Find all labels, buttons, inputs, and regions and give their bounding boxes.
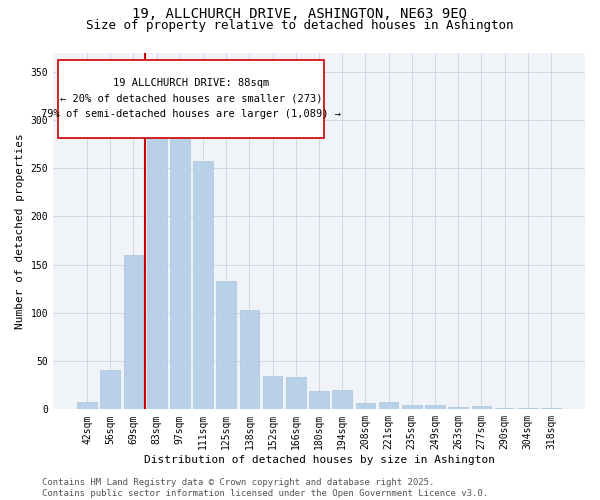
Bar	[541, 408, 561, 410]
Bar	[495, 408, 514, 410]
Text: 19 ALLCHURCH DRIVE: 88sqm
← 20% of detached houses are smaller (273)
79% of semi: 19 ALLCHURCH DRIVE: 88sqm ← 20% of detac…	[41, 78, 341, 120]
Bar	[147, 134, 167, 409]
Bar	[332, 390, 352, 409]
Bar	[356, 402, 375, 409]
Bar	[448, 408, 468, 410]
Text: Contains HM Land Registry data © Crown copyright and database right 2025.
Contai: Contains HM Land Registry data © Crown c…	[42, 478, 488, 498]
Text: 19, ALLCHURCH DRIVE, ASHINGTON, NE63 9EQ: 19, ALLCHURCH DRIVE, ASHINGTON, NE63 9EQ	[133, 8, 467, 22]
Bar	[77, 402, 97, 409]
Bar	[286, 376, 305, 410]
Bar	[518, 408, 538, 410]
Bar	[170, 130, 190, 409]
Bar	[425, 406, 445, 409]
Text: Size of property relative to detached houses in Ashington: Size of property relative to detached ho…	[86, 18, 514, 32]
Bar	[379, 402, 398, 409]
Y-axis label: Number of detached properties: Number of detached properties	[15, 133, 25, 329]
Bar	[100, 370, 120, 410]
Bar	[124, 255, 143, 410]
Bar	[239, 310, 259, 410]
Bar	[263, 376, 283, 410]
FancyBboxPatch shape	[58, 60, 325, 138]
Bar	[193, 160, 213, 410]
Bar	[217, 281, 236, 409]
Bar	[472, 406, 491, 410]
Bar	[309, 391, 329, 409]
X-axis label: Distribution of detached houses by size in Ashington: Distribution of detached houses by size …	[143, 455, 494, 465]
Bar	[402, 404, 422, 409]
